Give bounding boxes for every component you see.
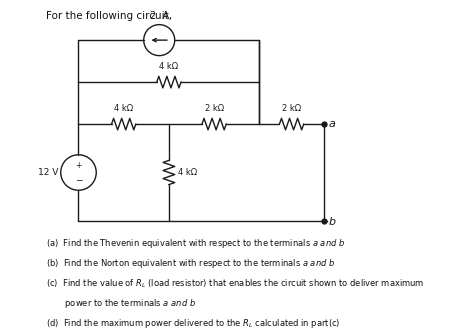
Text: (a)  Find the Thevenin equivalent with respect to the terminals $a$ $and$ $b$: (a) Find the Thevenin equivalent with re…	[46, 237, 346, 250]
Text: 4 kΩ: 4 kΩ	[159, 63, 178, 72]
Text: 12 V: 12 V	[38, 168, 58, 177]
Text: (c)  Find the value of $R_L$ (load resistor) that enables the circuit shown to d: (c) Find the value of $R_L$ (load resist…	[46, 277, 425, 290]
Text: For the following circuit,: For the following circuit,	[46, 11, 173, 21]
Text: $a$: $a$	[328, 119, 336, 129]
Text: 2 kΩ: 2 kΩ	[204, 105, 224, 114]
Text: +: +	[75, 161, 82, 169]
Text: −: −	[75, 175, 82, 184]
Text: $b$: $b$	[328, 215, 336, 227]
Text: 2  A: 2 A	[150, 11, 169, 21]
Text: 2 kΩ: 2 kΩ	[282, 105, 301, 114]
Text: (b)  Find the Norton equivalent with respect to the terminals $a$ $and$ $b$: (b) Find the Norton equivalent with resp…	[46, 257, 336, 270]
Text: 4 kΩ: 4 kΩ	[114, 105, 133, 114]
Text: power to the terminals $a$ $and$ $b$: power to the terminals $a$ $and$ $b$	[46, 297, 196, 310]
Text: 4 kΩ: 4 kΩ	[178, 168, 197, 177]
Text: (d)  Find the maximum power delivered to the $R_L$ calculated in part(c): (d) Find the maximum power delivered to …	[46, 317, 341, 330]
